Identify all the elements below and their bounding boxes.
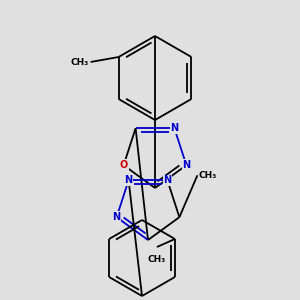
- Text: N: N: [112, 212, 121, 222]
- Text: CH₃: CH₃: [199, 171, 217, 180]
- Text: O: O: [119, 160, 128, 170]
- Text: N: N: [170, 123, 178, 133]
- Text: CH₃: CH₃: [148, 254, 166, 263]
- Text: CH₃: CH₃: [71, 58, 89, 67]
- Text: N: N: [182, 160, 190, 170]
- Text: N: N: [124, 175, 133, 185]
- Text: N: N: [163, 175, 172, 185]
